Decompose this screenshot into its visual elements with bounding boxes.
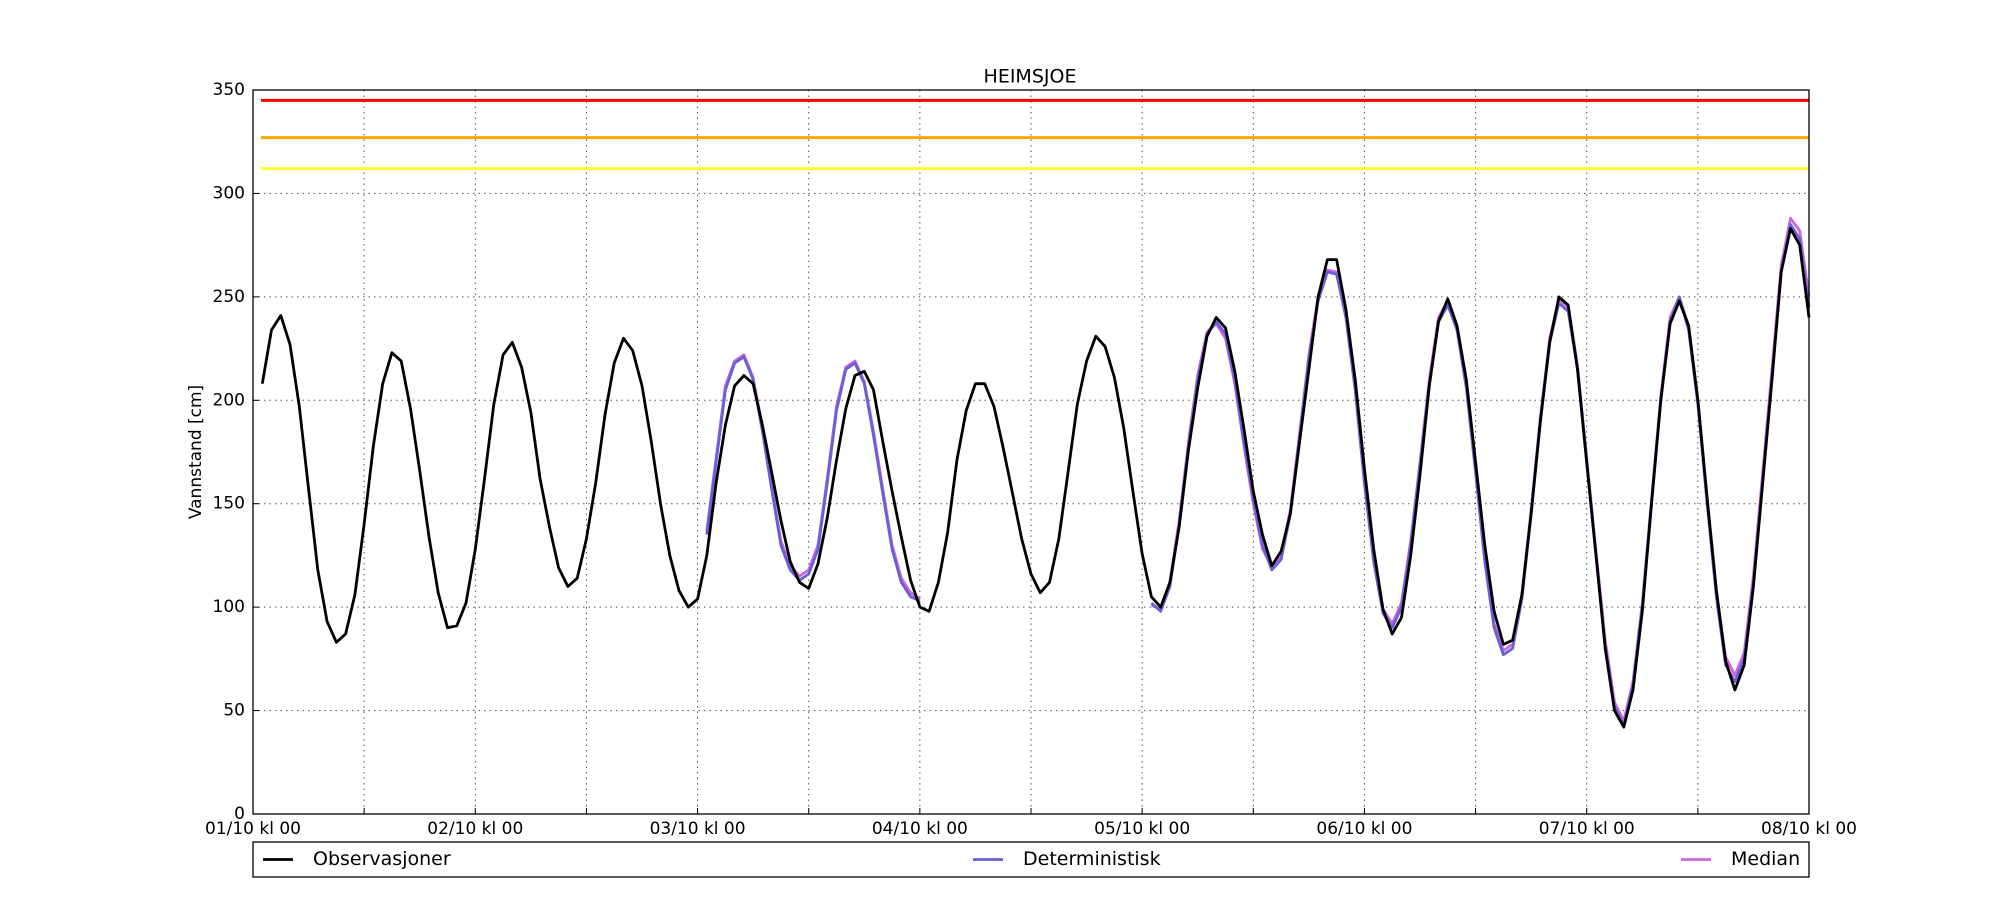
y-tick-label: 250: [213, 287, 245, 307]
x-tick-label: 05/10 kl 00: [1094, 819, 1190, 839]
x-tick-label: 03/10 kl 00: [650, 819, 746, 839]
chart-title: HEIMSJOE: [984, 66, 1077, 88]
y-tick-label: 200: [213, 390, 245, 410]
x-tick-label: 07/10 kl 00: [1539, 819, 1635, 839]
y-tick-label: 50: [223, 701, 245, 721]
series-line: [260, 227, 1811, 729]
legend-label: Observasjoner: [313, 848, 451, 870]
y-tick-label: 0: [234, 804, 245, 824]
y-tick-label: 350: [213, 80, 245, 100]
y-axis-label: Vannstand [cm]: [186, 385, 206, 519]
x-tick-label: 08/10 kl 00: [1761, 819, 1857, 839]
x-tick-label: 06/10 kl 00: [1316, 819, 1412, 839]
x-tick-label: 04/10 kl 00: [872, 819, 968, 839]
x-tick-label: 01/10 kl 00: [205, 819, 301, 839]
y-tick-label: 100: [213, 597, 245, 617]
plot-frame: [252, 89, 1810, 815]
legend-box: [252, 841, 1810, 878]
x-tick-label: 02/10 kl 00: [427, 819, 523, 839]
legend-label: Median: [1731, 848, 1800, 870]
y-tick-label: 300: [213, 183, 245, 203]
legend-label: Deterministisk: [1023, 848, 1161, 870]
y-tick-label: 150: [213, 494, 245, 514]
